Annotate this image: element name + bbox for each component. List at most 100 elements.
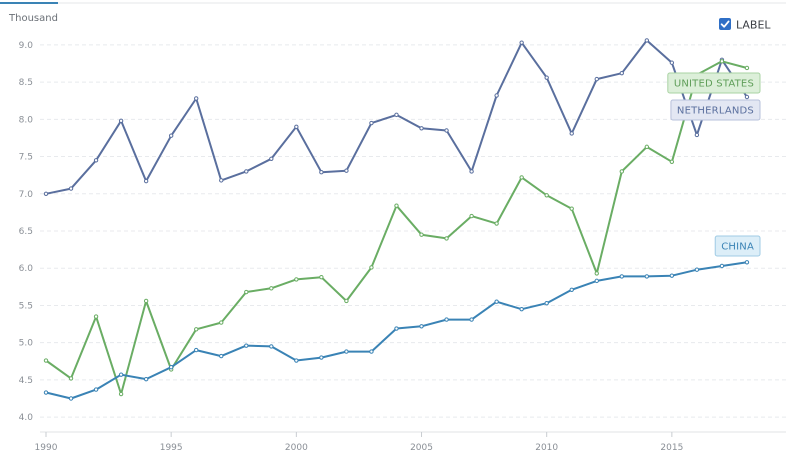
data-point-netherlands[interactable] <box>93 158 99 163</box>
data-point-netherlands[interactable] <box>669 60 675 65</box>
data-point-china[interactable] <box>194 347 199 353</box>
data-point-china[interactable] <box>644 274 650 279</box>
data-point-united-states[interactable] <box>569 206 574 211</box>
y-tick-label: 4.0 <box>19 413 34 423</box>
data-point-united-states[interactable] <box>93 314 99 319</box>
data-point-china[interactable] <box>118 372 124 377</box>
data-point-china[interactable] <box>694 267 700 272</box>
data-point-netherlands[interactable] <box>269 156 274 161</box>
data-point-netherlands[interactable] <box>194 96 199 101</box>
data-point-china[interactable] <box>669 273 675 278</box>
data-point-united-states[interactable] <box>669 159 675 164</box>
data-point-united-states[interactable] <box>118 391 124 397</box>
data-point-china[interactable] <box>143 376 149 382</box>
y-unit-label: Thousand <box>8 13 58 24</box>
data-point-china[interactable] <box>369 349 374 354</box>
data-point-netherlands[interactable] <box>319 169 324 175</box>
data-point-netherlands[interactable] <box>68 186 74 191</box>
data-point-netherlands[interactable] <box>469 169 474 174</box>
x-tick-label: 1995 <box>160 443 183 453</box>
data-point-netherlands[interactable] <box>168 133 174 138</box>
data-point-netherlands[interactable] <box>419 126 424 131</box>
data-point-netherlands[interactable] <box>143 178 149 184</box>
data-point-china[interactable] <box>469 317 474 322</box>
data-point-united-states[interactable] <box>68 376 74 381</box>
data-point-netherlands[interactable] <box>544 75 549 80</box>
data-point-netherlands[interactable] <box>644 38 650 43</box>
data-point-united-states[interactable] <box>319 274 324 280</box>
data-point-united-states[interactable] <box>544 193 549 198</box>
data-point-netherlands[interactable] <box>43 191 49 196</box>
data-point-china[interactable] <box>168 365 174 370</box>
data-point-china[interactable] <box>294 358 299 363</box>
data-point-united-states[interactable] <box>494 221 499 226</box>
data-point-china[interactable] <box>269 344 274 349</box>
data-point-china[interactable] <box>219 353 224 359</box>
data-point-netherlands[interactable] <box>494 93 499 98</box>
data-point-china[interactable] <box>68 396 74 401</box>
data-point-china[interactable] <box>93 387 99 392</box>
data-point-netherlands[interactable] <box>244 169 249 174</box>
data-point-united-states[interactable] <box>369 265 374 270</box>
data-point-china[interactable] <box>394 326 399 331</box>
data-point-china[interactable] <box>544 301 549 306</box>
data-point-china[interactable] <box>43 390 49 395</box>
data-point-china[interactable] <box>444 317 449 322</box>
data-point-china[interactable] <box>319 355 324 360</box>
data-point-netherlands[interactable] <box>219 178 224 183</box>
data-point-united-states[interactable] <box>394 203 399 208</box>
data-point-china[interactable] <box>569 287 574 293</box>
x-tick-label: 2010 <box>535 443 558 453</box>
series-tag-label: UNITED STATES <box>674 79 754 90</box>
data-point-china[interactable] <box>519 306 524 312</box>
data-point-united-states[interactable] <box>719 59 725 64</box>
data-point-united-states[interactable] <box>143 298 149 304</box>
data-point-netherlands[interactable] <box>594 76 599 82</box>
data-point-united-states[interactable] <box>194 327 199 332</box>
data-point-netherlands[interactable] <box>294 124 299 129</box>
series-tag-label: CHINA <box>721 242 754 253</box>
data-point-netherlands[interactable] <box>519 40 524 45</box>
data-point-china[interactable] <box>344 349 349 354</box>
data-point-united-states[interactable] <box>444 236 449 241</box>
data-point-united-states[interactable] <box>219 320 224 325</box>
x-tick-label: 2015 <box>660 443 683 453</box>
data-point-united-states[interactable] <box>344 298 349 304</box>
data-point-united-states[interactable] <box>419 232 424 237</box>
y-tick-label: 7.0 <box>19 190 34 200</box>
data-point-netherlands[interactable] <box>619 70 624 76</box>
data-point-united-states[interactable] <box>519 175 524 180</box>
label-toggle[interactable]: LABEL <box>719 18 771 32</box>
data-point-china[interactable] <box>744 260 750 265</box>
series-tag-united-states: UNITED STATES <box>667 72 761 94</box>
data-point-united-states[interactable] <box>619 169 624 174</box>
data-point-china[interactable] <box>494 299 499 304</box>
data-point-united-states[interactable] <box>744 65 750 71</box>
data-point-china[interactable] <box>419 324 424 329</box>
data-point-netherlands[interactable] <box>344 168 349 173</box>
data-point-netherlands[interactable] <box>118 118 124 124</box>
y-tick-label: 9.0 <box>19 41 34 51</box>
data-point-united-states[interactable] <box>644 144 650 150</box>
data-point-china[interactable] <box>619 274 624 279</box>
data-point-china[interactable] <box>594 278 599 284</box>
data-point-china[interactable] <box>719 263 725 269</box>
data-point-china[interactable] <box>244 343 249 348</box>
series-tag-label: NETHERLANDS <box>677 106 754 117</box>
y-tick-labels: 4.0 4.5 5.0 5.5 6.0 6.5 7.0 7.5 8.0 8.5 9.0 <box>19 41 34 423</box>
data-point-netherlands[interactable] <box>394 112 399 118</box>
data-point-united-states[interactable] <box>594 271 599 276</box>
x-tick-label: 2000 <box>285 443 308 453</box>
data-point-netherlands[interactable] <box>569 131 574 136</box>
data-point-netherlands[interactable] <box>444 128 449 133</box>
data-point-netherlands[interactable] <box>744 94 750 100</box>
data-point-united-states[interactable] <box>244 289 249 295</box>
data-point-netherlands[interactable] <box>694 132 700 138</box>
data-point-united-states[interactable] <box>469 213 474 219</box>
data-point-united-states[interactable] <box>269 286 274 291</box>
data-point-united-states[interactable] <box>294 277 299 282</box>
y-tick-label: 8.0 <box>19 115 34 125</box>
data-point-netherlands[interactable] <box>369 120 374 126</box>
data-point-united-states[interactable] <box>43 358 49 363</box>
